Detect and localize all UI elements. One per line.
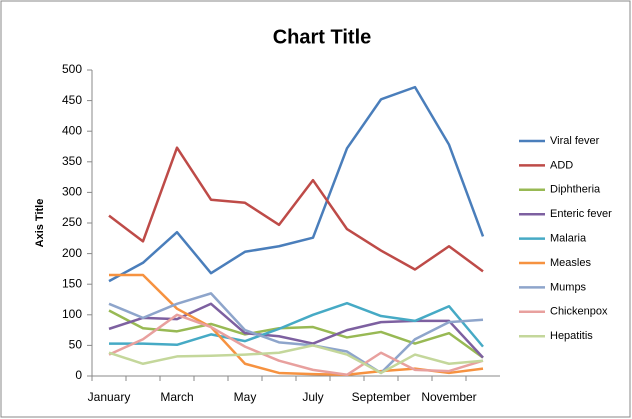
legend-label: Viral fever — [550, 135, 600, 147]
series-line — [108, 313, 484, 377]
chart-title: Chart Title — [273, 26, 372, 48]
y-tick-label: 150 — [62, 276, 82, 290]
y-tick-label: 0 — [75, 368, 82, 382]
y-tick-label: 100 — [62, 307, 82, 321]
legend-label: Mumps — [550, 281, 587, 293]
legend-label: Hepatitis — [550, 330, 593, 342]
legend-label: Measles — [550, 257, 591, 269]
series-line — [108, 309, 484, 359]
y-tick-label: 200 — [62, 246, 82, 260]
series-line — [108, 292, 484, 375]
x-tick-label: July — [302, 390, 323, 404]
y-tick-label: 450 — [62, 93, 82, 107]
series-line — [109, 301, 484, 348]
series-line — [108, 344, 484, 375]
series-line — [108, 146, 484, 273]
legend-label: Enteric fever — [550, 208, 612, 220]
x-tick-label: March — [160, 390, 193, 404]
x-tick-label: September — [352, 390, 411, 404]
x-tick-label: November — [421, 390, 476, 404]
y-tick-label: 500 — [62, 62, 82, 76]
legend-label: ADD — [550, 159, 573, 171]
y-tick-label: 50 — [69, 338, 83, 352]
y-axis-title: Axis Title — [34, 199, 46, 248]
x-tick-label: January — [88, 390, 131, 404]
legend-label: Chickenpox — [550, 306, 608, 318]
legend: Viral fever ADD Diphtheria Enteric fever Mal… — [519, 135, 612, 342]
y-tick-label: 350 — [62, 154, 82, 168]
x-tick-label: May — [234, 390, 257, 404]
y-tick-label: 250 — [62, 215, 82, 229]
y-tick-label: 300 — [62, 185, 82, 199]
legend-label: Malaria — [550, 233, 587, 245]
series-line — [108, 85, 485, 283]
y-tick-label: 400 — [62, 123, 82, 137]
legend-label: Diphtheria — [550, 184, 601, 196]
